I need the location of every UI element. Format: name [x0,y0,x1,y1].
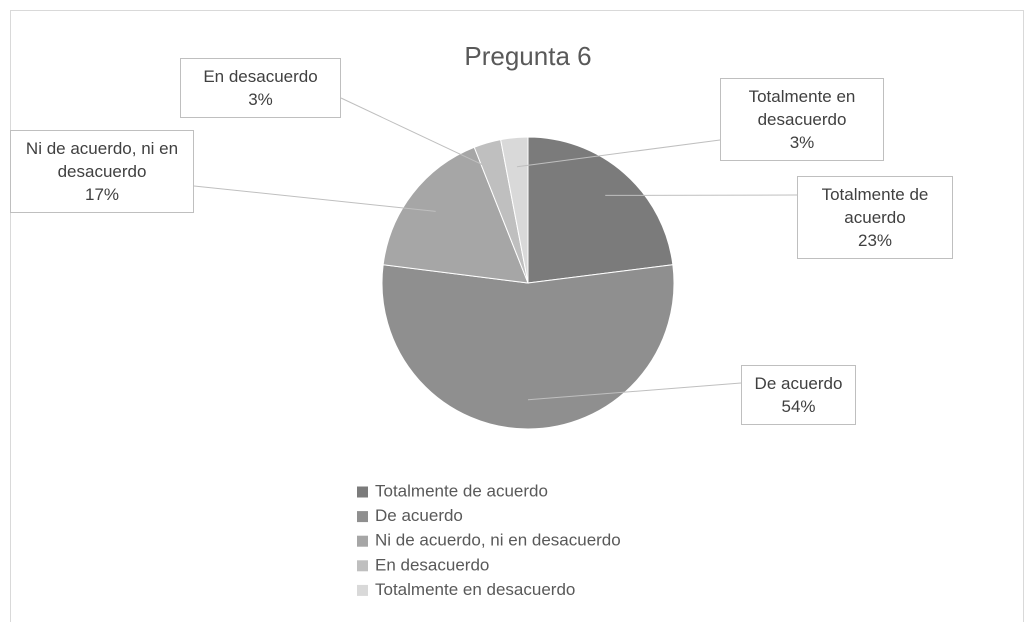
leader-line [516,139,721,168]
legend-swatch [357,560,368,572]
pie-slice [381,264,675,430]
data-label-name: De acuerdo [754,374,843,393]
leader-line [527,382,742,401]
pie-slice [527,136,674,284]
data-label-value: 54% [781,397,816,416]
data-label-name: En desacuerdo [203,67,318,86]
legend-swatch [357,535,368,547]
chart-title: Pregunta 6 [464,41,591,71]
data-label: Ni de acuerdo, ni en desacuerdo 17% [10,130,194,213]
legend-label: Totalmente de acuerdo [375,481,548,500]
data-label-value: 3% [248,90,273,109]
leader-line [340,97,496,172]
data-label-value: 3% [789,133,815,152]
data-label-value: 17% [84,185,120,204]
data-label: Totalmente en desacuerdo 3% [720,78,884,161]
pie-slice [500,136,529,284]
data-label-name: Totalmente de acuerdo [821,185,929,227]
data-label-name: Ni de acuerdo, ni en desacuerdo [25,139,179,181]
legend-swatch [357,511,368,523]
data-label: Totalmente de acuerdo 23% [797,176,953,259]
data-label: En desacuerdo 3% [180,58,341,118]
legend-label: Totalmente en desacuerdo [375,580,575,599]
legend-swatch [357,486,368,498]
legend-label: Ni de acuerdo, ni en desacuerdo [375,531,621,550]
legend-label: De acuerdo [375,506,463,525]
leader-line [193,185,436,212]
pie-slice [382,146,529,284]
data-label-value: 23% [857,231,893,250]
data-label-name: Totalmente en desacuerdo [748,87,856,129]
legend-label: En desacuerdo [375,555,489,574]
data-label: De acuerdo 54% [741,365,856,425]
legend-swatch [357,584,368,596]
